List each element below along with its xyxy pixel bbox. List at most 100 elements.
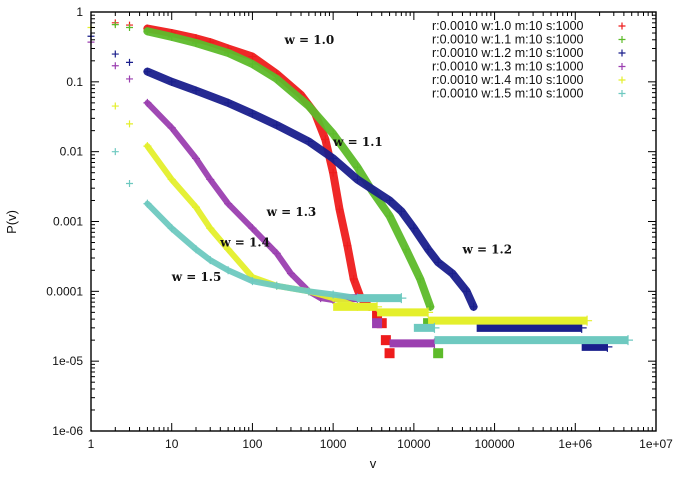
- legend-marker: [618, 22, 626, 30]
- data-point: [111, 21, 119, 29]
- data-point: [143, 67, 152, 76]
- data-point: [224, 48, 233, 57]
- data-point: [126, 23, 134, 31]
- data-point: [111, 148, 119, 156]
- data-point: [248, 52, 257, 61]
- data-point: [111, 50, 119, 58]
- data-point: [143, 98, 152, 107]
- data-point: [206, 224, 215, 233]
- data-point: [126, 75, 134, 83]
- legend-marker: [618, 36, 626, 43]
- data-point: [409, 224, 418, 233]
- data-point: [224, 266, 233, 275]
- data-point: [469, 302, 478, 311]
- y-tick-label: 0.001: [53, 215, 83, 229]
- data-point: [416, 275, 425, 284]
- data-point: [143, 199, 152, 208]
- annotation-label: w = 1.2: [461, 242, 512, 256]
- outlier-point: [380, 335, 391, 346]
- annotation-label: w = 1.5: [171, 270, 222, 284]
- data-point: [448, 269, 457, 278]
- data-point: [304, 137, 313, 146]
- x-tick-label: 10: [165, 437, 179, 451]
- data-point: [167, 123, 176, 132]
- data-point: [343, 241, 352, 250]
- data-point: [329, 168, 338, 177]
- data-point: [111, 102, 119, 110]
- data-point: [206, 175, 215, 184]
- outlier-point: [384, 348, 395, 359]
- series-6: [111, 148, 634, 346]
- data-point: [192, 154, 201, 163]
- y-tick-label: 1: [76, 5, 83, 19]
- legend-label: r:0.0010 w:1.0 m:10 s:1000: [432, 19, 584, 33]
- data-point: [272, 121, 281, 130]
- data-point: [126, 180, 134, 188]
- series-line: [144, 200, 361, 302]
- data-point: [462, 287, 471, 296]
- x-tick-label: 1: [88, 437, 95, 451]
- data-point: [329, 154, 338, 163]
- data-point: [192, 245, 201, 254]
- data-point: [429, 322, 440, 333]
- data-point: [424, 245, 433, 254]
- plot-marks: [87, 19, 634, 359]
- legend-marker: [618, 63, 626, 70]
- data-point: [335, 205, 344, 214]
- annotation-label: w = 1.0: [284, 33, 335, 47]
- annotation-label: w = 1.1: [332, 135, 383, 149]
- x-tick-label: 100: [242, 437, 262, 451]
- data-point: [623, 335, 634, 346]
- data-point: [402, 245, 411, 254]
- data-point: [167, 77, 176, 86]
- data-point: [167, 175, 176, 184]
- y-tick-label: 0.0001: [46, 284, 83, 298]
- x-tick-label: 1000: [320, 437, 347, 451]
- data-point: [248, 60, 257, 69]
- data-point: [349, 275, 358, 284]
- y-tick-label: 1e-05: [52, 354, 83, 368]
- data-point: [248, 224, 257, 233]
- data-point: [224, 98, 233, 107]
- legend-marker: [618, 76, 626, 84]
- data-point: [248, 277, 257, 286]
- data-point: [192, 203, 201, 212]
- x-tick-label: 1e+06: [558, 437, 592, 451]
- outlier-point: [433, 348, 444, 359]
- data-point: [224, 245, 233, 254]
- legend-marker: [618, 90, 626, 97]
- data-point: [272, 249, 281, 258]
- data-point: [206, 256, 215, 265]
- annotation-label: w = 1.4: [219, 235, 270, 249]
- x-tick-label: 10000: [397, 437, 431, 451]
- legend-label: r:0.0010 w:1.5 m:10 s:1000: [432, 87, 584, 101]
- data-point: [329, 290, 338, 299]
- data-point: [272, 74, 281, 83]
- y-tick-label: 0.1: [66, 75, 83, 89]
- data-point: [426, 302, 435, 311]
- data-point: [192, 38, 201, 47]
- legend-label: r:0.0010 w:1.4 m:10 s:1000: [432, 73, 584, 87]
- data-point: [434, 258, 443, 267]
- series-3: [87, 32, 613, 352]
- legend-marker: [618, 49, 626, 57]
- data-point: [143, 142, 152, 151]
- ticks: 1 10 100 1000 10000 100000 1e+06 1e+07 1 0.1 0.01 0…: [46, 5, 673, 451]
- data-point: [329, 129, 338, 138]
- x-axis-title: v: [370, 456, 377, 471]
- y-tick-label: 0.01: [60, 145, 84, 159]
- x-tick-label: 1e+07: [639, 437, 673, 451]
- data-point: [321, 135, 330, 144]
- data-point: [111, 62, 119, 70]
- data-point: [248, 109, 257, 118]
- data-point: [143, 27, 152, 36]
- x-tick-label: 100000: [475, 437, 515, 451]
- outlier-point: [372, 318, 383, 329]
- legend-label: r:0.0010 w:1.3 m:10 s:1000: [432, 60, 584, 74]
- y-tick-label: 1e-06: [52, 424, 83, 438]
- data-point: [304, 102, 313, 111]
- data-point: [385, 196, 394, 205]
- data-point: [167, 224, 176, 233]
- data-point: [167, 32, 176, 41]
